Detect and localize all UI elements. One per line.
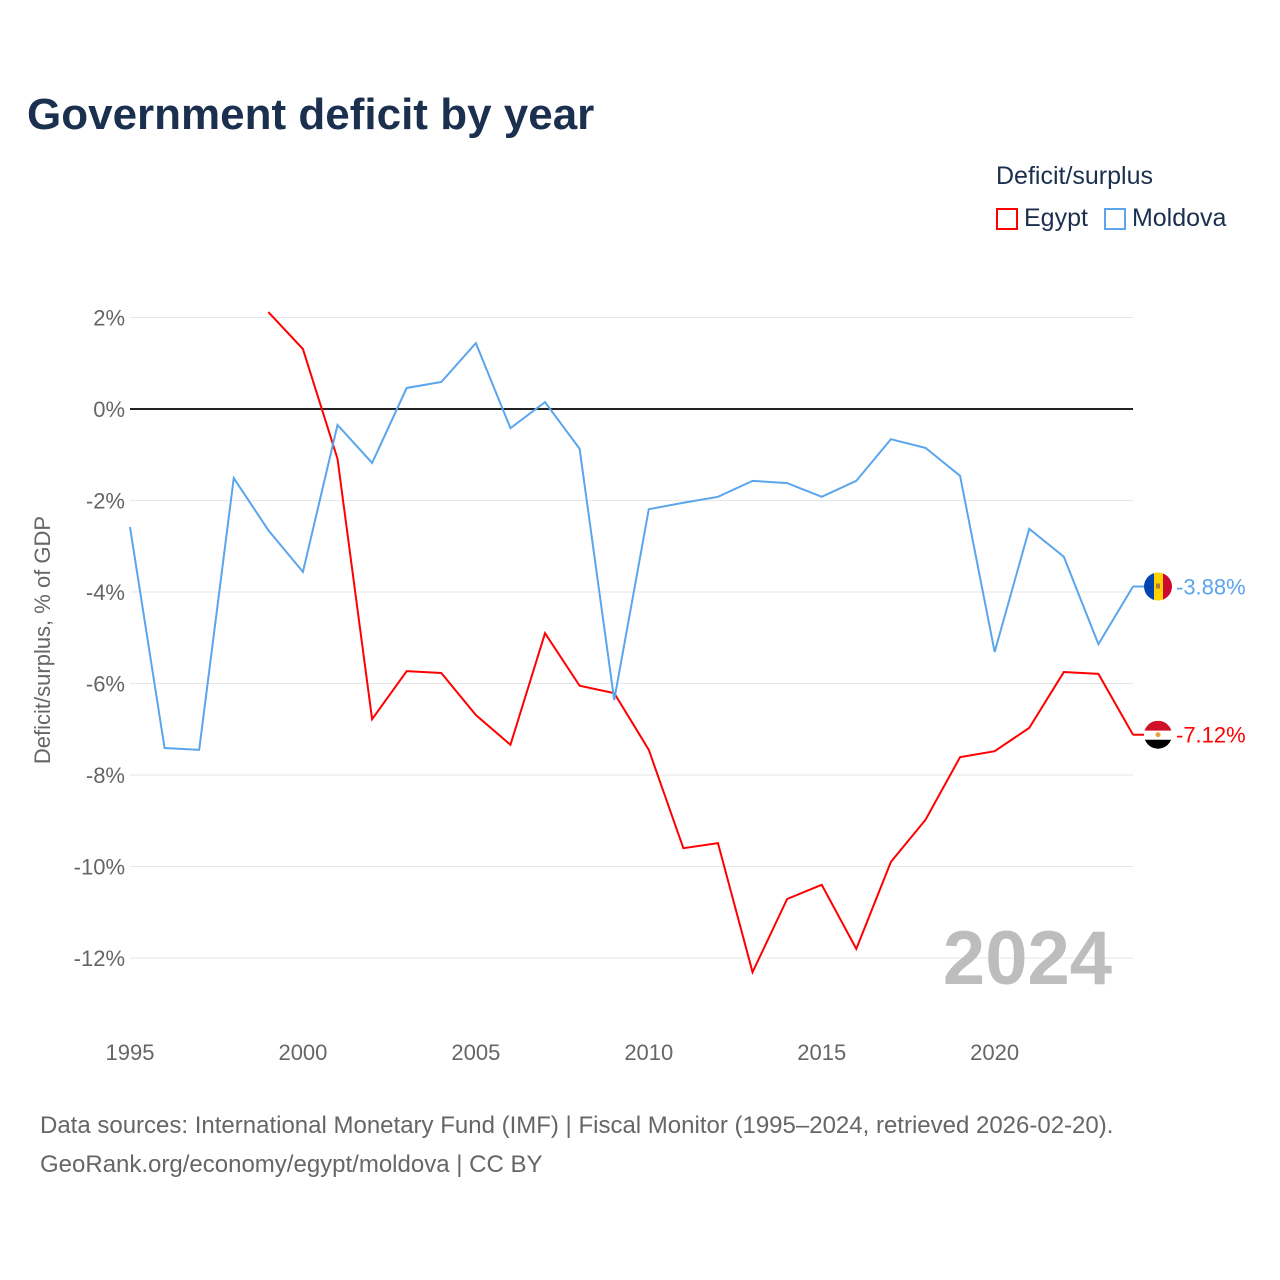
- legend-swatch: [1103, 207, 1126, 230]
- moldova-flag-icon: [1144, 572, 1172, 601]
- x-tick-label: 2010: [624, 1040, 673, 1065]
- y-axis-label: Deficit/surplus, % of GDP: [30, 516, 55, 764]
- footer: Data sources: International Monetary Fun…: [40, 1106, 1113, 1184]
- x-tick-label: 2020: [970, 1040, 1019, 1065]
- y-tick-label: -8%: [86, 763, 125, 788]
- y-tick-label: -12%: [74, 946, 125, 971]
- legend-title: Deficit/surplus: [996, 162, 1153, 190]
- year-watermark: 2024: [943, 916, 1112, 1001]
- x-tick-label: 2015: [797, 1040, 846, 1065]
- y-tick-label: -6%: [86, 672, 125, 697]
- x-tick-label: 2000: [278, 1040, 327, 1065]
- series-line-egypt: [267, 311, 1134, 976]
- legend-item-egypt[interactable]: Egypt: [996, 204, 1088, 233]
- x-tick-label: 1995: [106, 1040, 155, 1065]
- legend-item-moldova[interactable]: Moldova: [1103, 204, 1227, 233]
- legend-label: Egypt: [1024, 204, 1088, 232]
- legend-label: Moldova: [1131, 204, 1227, 232]
- egypt-flag-icon: [1144, 720, 1172, 749]
- legend-swatch: [996, 207, 1018, 230]
- y-tick-label: -10%: [74, 855, 125, 880]
- end-value-label: -7.12%: [1176, 723, 1246, 748]
- y-tick-label: 2%: [93, 306, 125, 331]
- end-value-label: -3.88%: [1176, 575, 1246, 600]
- chart-title: Government deficit by year: [27, 90, 595, 139]
- data-source: Data sources: International Monetary Fun…: [40, 1112, 1114, 1139]
- legend: Egypt Moldova: [996, 204, 1226, 233]
- x-tick-label: 2005: [451, 1040, 500, 1065]
- y-tick-label: -2%: [86, 489, 125, 514]
- source-link[interactable]: GeoRank.org/economy/egypt/moldova | CC B…: [40, 1151, 543, 1178]
- series-line-moldova: [129, 341, 1134, 751]
- y-tick-label: 0%: [93, 397, 125, 422]
- y-tick-label: -4%: [86, 580, 125, 605]
